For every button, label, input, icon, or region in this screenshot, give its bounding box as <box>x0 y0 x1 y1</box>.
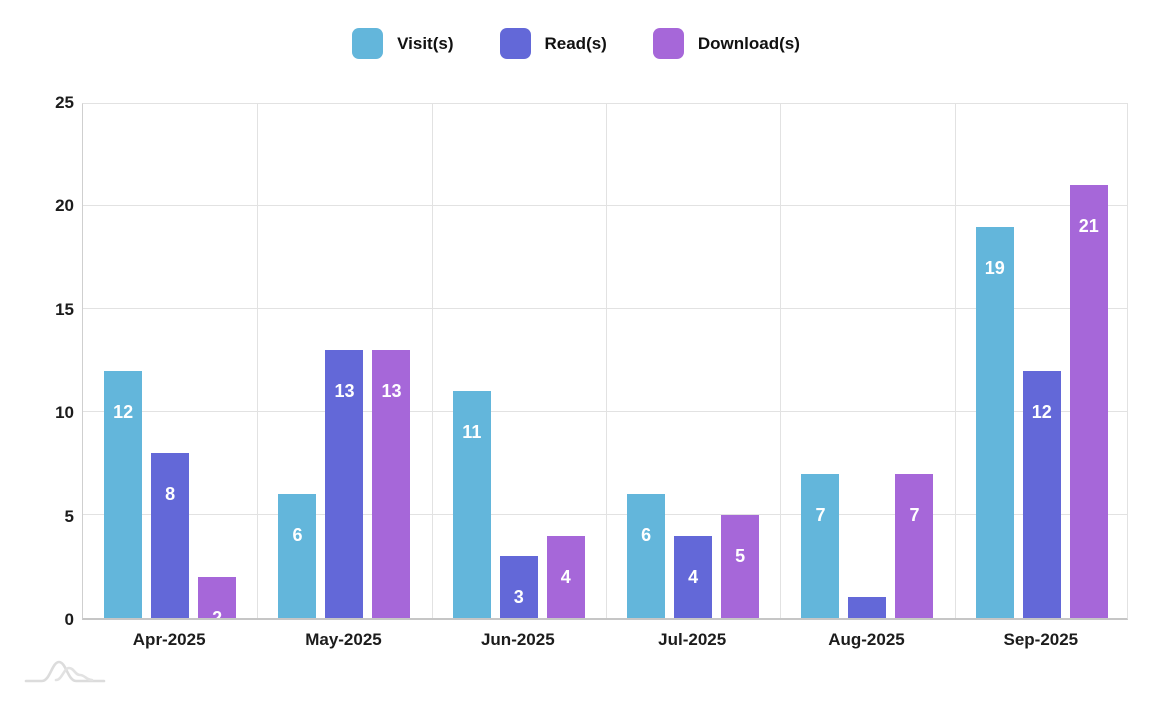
bar-value-label: 12 <box>113 402 134 422</box>
bar-value-label: 4 <box>688 567 699 587</box>
gridline-vertical <box>780 104 781 618</box>
y-axis-tick-label: 10 <box>55 403 74 423</box>
legend-swatch-download-s <box>652 28 684 59</box>
bar-value-label: 7 <box>815 505 826 525</box>
bar-visit-s-jun-2025[interactable]: 11 <box>452 391 491 618</box>
bar-visit-s-aug-2025[interactable]: 7 <box>801 474 840 618</box>
bar-read-s-may-2025[interactable]: 13 <box>325 350 364 618</box>
bar-read-s-jul-2025[interactable]: 4 <box>674 536 713 618</box>
bar-read-s-aug-2025[interactable]: 1 <box>848 597 887 618</box>
bar-value-label: 11 <box>462 422 482 442</box>
bar-value-label: 13 <box>334 381 355 401</box>
bar-value-label: 21 <box>1078 216 1099 236</box>
gridline-horizontal <box>83 514 1127 515</box>
gridline-horizontal <box>83 411 1127 412</box>
bar-read-s-jun-2025[interactable]: 3 <box>499 556 538 618</box>
legend: Visit(s) Read(s) Download(s) <box>0 28 1152 59</box>
waves-logo-icon <box>24 660 106 683</box>
x-axis-category-label: Apr-2025 <box>132 630 206 649</box>
x-axis-category-label: Jul-2025 <box>658 630 727 649</box>
legend-swatch-visit-s <box>352 28 384 59</box>
y-axis-tick-label: 20 <box>55 196 74 216</box>
bar-group-sep-2025: 19 12 21 <box>955 104 1127 618</box>
bar-value-label: 4 <box>560 567 571 587</box>
bar-value-label: 6 <box>292 525 303 545</box>
legend-item-visit-s[interactable]: Visit(s) <box>352 28 454 59</box>
bar-read-s-sep-2025[interactable]: 12 <box>1022 371 1061 618</box>
gridline-vertical <box>606 104 607 618</box>
bar-value-label: 3 <box>513 587 524 607</box>
bar-group-aug-2025: 7 1 7 <box>780 104 954 618</box>
bar-download-s-aug-2025[interactable]: 7 <box>895 474 934 618</box>
bar-read-s-apr-2025[interactable]: 8 <box>151 453 190 618</box>
y-axis-tick-label: 0 <box>64 610 74 629</box>
bar-value-label: 2 <box>212 608 223 618</box>
legend-label: Download(s) <box>697 33 800 53</box>
plot-area: 12 8 2 6 13 13 11 3 4 6 4 5 7 1 7 19 12 21 <box>82 103 1128 620</box>
y-axis-tick-label: 5 <box>64 506 74 526</box>
gridline-horizontal <box>83 308 1127 309</box>
bar-value-label: 6 <box>641 525 652 545</box>
bar-value-label: 7 <box>909 505 920 525</box>
bar-group-jul-2025: 6 4 5 <box>606 104 780 618</box>
x-axis-category-label: Aug-2025 <box>828 630 905 649</box>
bar-visit-s-apr-2025[interactable]: 12 <box>104 371 143 618</box>
legend-item-download-s[interactable]: Download(s) <box>652 28 800 59</box>
bar-download-s-may-2025[interactable]: 13 <box>372 350 411 618</box>
x-axis-category-label: May-2025 <box>305 630 382 649</box>
bar-visit-s-jul-2025[interactable]: 6 <box>627 494 666 618</box>
legend-item-read-s[interactable]: Read(s) <box>499 28 607 59</box>
bar-value-label: 5 <box>735 546 746 566</box>
y-axis-tick-label: 15 <box>55 299 74 319</box>
bar-visit-s-may-2025[interactable]: 6 <box>278 494 317 618</box>
gridline-vertical <box>257 104 258 618</box>
legend-label: Visit(s) <box>397 33 454 53</box>
legend-label: Read(s) <box>544 33 607 53</box>
bar-value-label: 19 <box>984 258 1005 278</box>
bar-download-s-jul-2025[interactable]: 5 <box>721 515 760 618</box>
y-axis-tick-label: 25 <box>55 93 74 112</box>
bar-download-s-jun-2025[interactable]: 4 <box>546 536 585 618</box>
bar-group-apr-2025: 12 8 2 <box>83 104 257 618</box>
bar-value-label: 13 <box>381 381 402 401</box>
x-axis-category-label: Jun-2025 <box>480 630 555 649</box>
bar-group-jun-2025: 11 3 4 <box>432 104 606 618</box>
bar-group-may-2025: 6 13 13 <box>257 104 431 618</box>
gridline-horizontal <box>83 205 1127 206</box>
gridline-vertical <box>955 104 956 618</box>
x-axis-category-label: Sep-2025 <box>1003 630 1079 649</box>
bar-value-label: 12 <box>1031 402 1052 422</box>
legend-swatch-read-s <box>499 28 531 59</box>
bar-visit-s-sep-2025[interactable]: 19 <box>975 227 1014 618</box>
bar-download-s-sep-2025[interactable]: 21 <box>1069 185 1108 618</box>
gridline-vertical <box>432 104 433 618</box>
bar-download-s-apr-2025[interactable]: 2 <box>198 577 237 618</box>
bar-value-label: 8 <box>165 484 176 504</box>
